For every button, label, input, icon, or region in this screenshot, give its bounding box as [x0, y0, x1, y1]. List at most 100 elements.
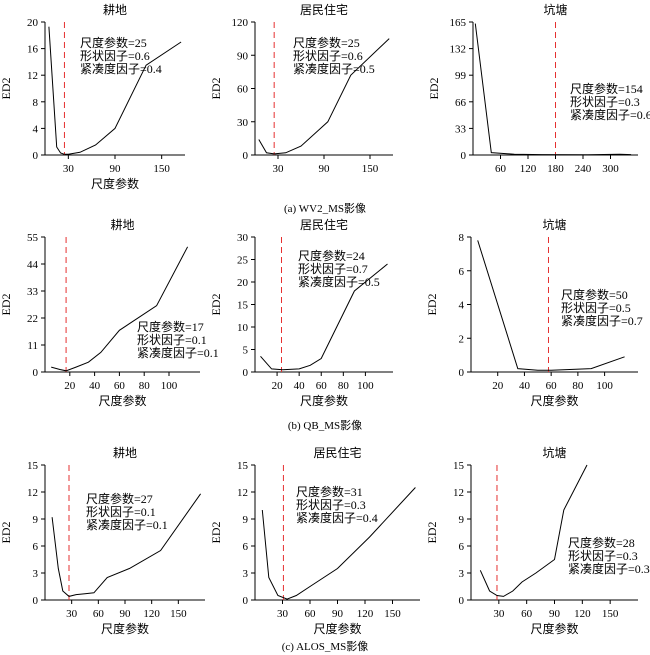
panel-6-annotation-line: 紧凑度因子=0.7	[561, 313, 643, 328]
panel-5-y-tick-label: 5	[243, 345, 249, 357]
panel-1-annotation-line: 形状因子=0.6	[80, 49, 150, 63]
panel-8-y-axis-title: ED2	[209, 522, 223, 544]
panel-9-x-axis-title: 尺度参数	[530, 621, 578, 636]
panel-2-x-tick-label: 30	[273, 163, 285, 175]
panel-1-x-tick-label: 150	[153, 163, 170, 175]
panel-7-title: 耕地	[113, 445, 137, 460]
panel-5-y-tick-label: 25	[237, 255, 249, 267]
panel-4-x-tick-label: 80	[139, 380, 151, 392]
panel-5-x-tick-label: 40	[294, 380, 306, 392]
panel-3-annotation-line: 紧凑度因子=0.6	[570, 107, 650, 122]
panel-3-annotation-line: 形状因子=0.3	[570, 95, 640, 109]
panel-3-title: 坑塘	[543, 2, 567, 17]
panel-7-y-tick-label: 9	[33, 514, 39, 526]
caption-1: (a) WV2_MS影像	[284, 202, 366, 215]
panel-9-series-line	[479, 464, 588, 597]
panel-5-y-tick-label: 10	[237, 322, 249, 334]
panel-9-y-tick-label: 15	[453, 460, 465, 472]
panel-9-x-tick-label: 120	[574, 608, 591, 620]
panel-2-series-line	[258, 38, 390, 155]
panel-6-y-tick-label: 8	[459, 232, 465, 244]
panel-9-annotation-line: 尺度参数=28	[568, 535, 635, 550]
panel-5-y-tick-label: 20	[237, 277, 249, 289]
panel-8-x-tick-label: 150	[384, 608, 401, 620]
panel-1-x-axis-title: 尺度参数	[91, 176, 139, 191]
panel-8-y-tick-label: 15	[237, 460, 249, 472]
panel-5-y-axis-title: ED2	[209, 294, 223, 316]
panel-3-y-tick-label: 0	[461, 150, 467, 162]
panel-5-y-tick-label: 0	[243, 367, 249, 379]
panel-4-annotation-line: 尺度参数=17	[137, 319, 204, 334]
panel-4-annotation-line: 形状因子=0.1	[137, 333, 207, 347]
panel-4-annotation-line: 紧凑度因子=0.1	[137, 345, 219, 360]
panel-7-x-tick-label: 120	[143, 608, 160, 620]
panel-8-x-tick-label: 120	[357, 608, 374, 620]
panel-7-x-tick-label: 60	[93, 608, 105, 620]
panel-8-x-axis-title: 尺度参数	[313, 621, 361, 636]
panel-6-y-axis-title: ED2	[425, 294, 439, 316]
panel-5-annotation-line: 形状因子=0.7	[298, 262, 368, 276]
panel-2-x-tick-label: 90	[319, 163, 331, 175]
panel-6-x-tick-label: 40	[519, 380, 531, 392]
panel-8-y-tick-label: 6	[243, 541, 249, 553]
panel-7-y-tick-label: 12	[27, 487, 38, 499]
panel-4-series-line	[51, 246, 189, 372]
panel-5-x-tick-label: 100	[357, 380, 374, 392]
panel-7-series-line	[51, 493, 202, 597]
panel-6-y-tick-label: 6	[459, 266, 465, 278]
panel-2-y-tick-label: 0	[243, 150, 249, 162]
panel-6-y-tick-label: 4	[459, 300, 465, 312]
panel-7-x-tick-label: 90	[120, 608, 132, 620]
panel-6-x-tick-label: 100	[596, 380, 613, 392]
panel-1-y-tick-label: 12	[27, 70, 38, 82]
panel-6-series-line	[477, 240, 625, 371]
panel-5-y-tick-label: 30	[237, 232, 249, 244]
panel-7-y-tick-label: 15	[27, 460, 39, 472]
panel-4-x-tick-label: 20	[64, 380, 76, 392]
panel-5-series-line	[260, 263, 388, 371]
panel-9-y-tick-label: 12	[453, 487, 464, 499]
panel-3-x-tick-label: 60	[495, 163, 507, 175]
panel-7-annotation-line: 形状因子=0.1	[86, 505, 156, 519]
panel-1-y-tick-label: 0	[33, 150, 39, 162]
panel-2-annotation-line: 尺度参数=25	[293, 35, 360, 50]
panel-4-title: 耕地	[110, 217, 134, 232]
panel-4-y-tick-label: 33	[27, 286, 39, 298]
panel-5-x-tick-label: 20	[272, 380, 284, 392]
panel-4-x-tick-label: 100	[161, 380, 178, 392]
panel-2-y-tick-label: 30	[237, 117, 249, 129]
panel-9-y-tick-label: 0	[459, 595, 465, 607]
panel-7-y-tick-label: 0	[33, 595, 39, 607]
panel-8-annotation-line: 尺度参数=31	[296, 484, 363, 499]
panel-3-annotation-line: 尺度参数=154	[570, 81, 643, 96]
panel-5-annotation-line: 紧凑度因子=0.5	[298, 274, 380, 289]
panel-6-annotation-line: 尺度参数=50	[561, 287, 628, 302]
panel-3-x-tick-label: 180	[547, 163, 564, 175]
panel-2-title: 居民住宅	[300, 2, 348, 17]
panel-1-title: 耕地	[103, 2, 127, 17]
panel-8-annotation-line: 形状因子=0.3	[296, 498, 366, 512]
panel-9-annotation-line: 紧凑度因子=0.3	[568, 561, 650, 576]
panel-6-x-tick-label: 20	[492, 380, 504, 392]
panel-2-y-tick-label: 60	[237, 84, 249, 96]
panel-1-x-tick-label: 90	[110, 163, 122, 175]
panel-8-title: 居民住宅	[313, 445, 361, 460]
panel-9-y-tick-label: 3	[459, 568, 465, 580]
panel-4-x-axis-title: 尺度参数	[98, 393, 146, 408]
panel-5-x-tick-label: 60	[316, 380, 328, 392]
panel-1-y-tick-label: 20	[27, 17, 39, 29]
panel-9-x-tick-label: 150	[602, 608, 619, 620]
panel-4-x-tick-label: 60	[114, 380, 126, 392]
panel-7-annotation-line: 紧凑度因子=0.1	[86, 517, 168, 532]
panel-7-x-axis-title: 尺度参数	[101, 621, 149, 636]
panel-4-y-tick-label: 55	[27, 232, 39, 244]
panel-5-x-tick-label: 80	[338, 380, 350, 392]
caption-3: (c) ALOS_MS影像	[282, 640, 368, 653]
panel-8-x-tick-label: 30	[277, 608, 289, 620]
panel-9-title: 坑塘	[542, 445, 566, 460]
panel-2-annotation-line: 形状因子=0.6	[293, 49, 363, 63]
panel-8-y-tick-label: 9	[243, 514, 249, 526]
panel-3-series-line	[474, 23, 632, 156]
panel-3-y-tick-label: 33	[455, 123, 467, 135]
panel-8-y-tick-label: 3	[243, 568, 249, 580]
